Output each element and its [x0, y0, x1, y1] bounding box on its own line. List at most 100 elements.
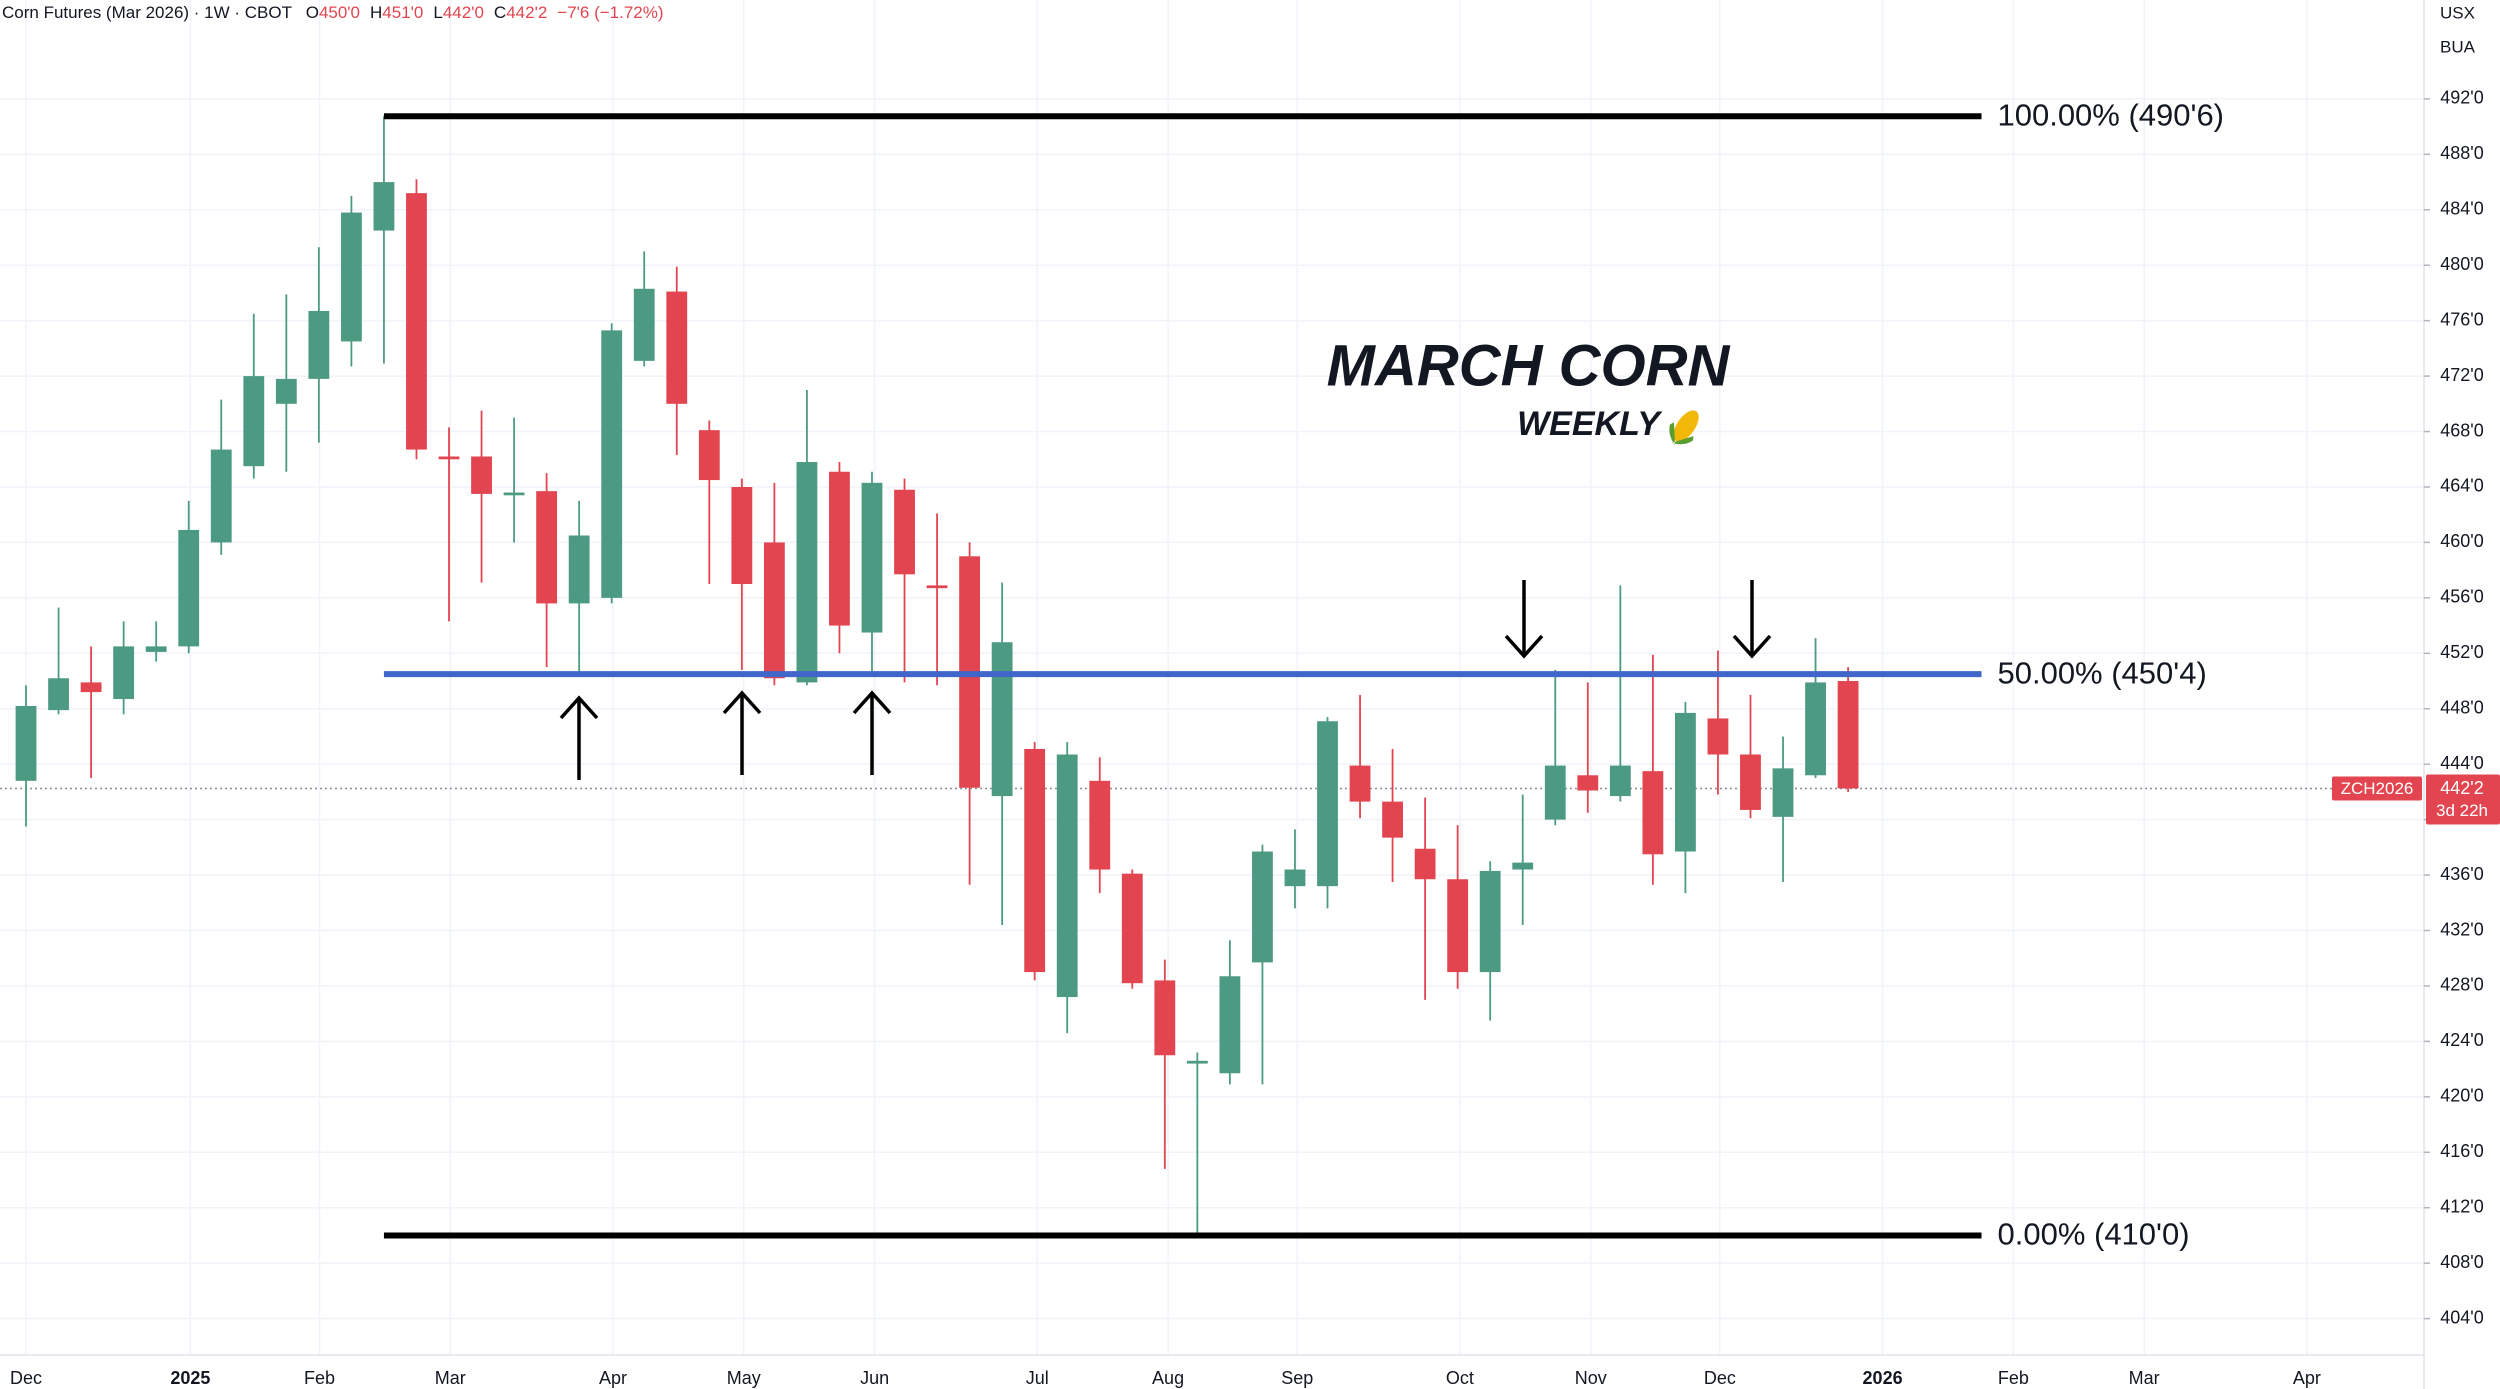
y-tick-label: 480'0: [2440, 254, 2483, 274]
candle-body: [698, 430, 720, 481]
symbol: Corn Futures (Mar 2026) · 1W · CBOT: [2, 3, 292, 22]
candle-body: [178, 529, 200, 647]
unit: BUA: [2440, 37, 2476, 56]
candle-body: [1349, 765, 1371, 802]
candle-body: [1382, 801, 1403, 838]
candle-body: [861, 482, 883, 633]
y-tick-label: 436'0: [2440, 864, 2483, 884]
candle-body: [48, 678, 69, 711]
candles: [15, 116, 1859, 1236]
candle-body: [438, 456, 460, 460]
y-tick-label: 404'0: [2440, 1307, 2483, 1327]
y-tick-label: 456'0: [2440, 587, 2483, 607]
candle-body: [1284, 869, 1306, 887]
x-tick-label: Apr: [599, 1368, 627, 1388]
y-tick-label: 468'0: [2440, 420, 2483, 440]
y-tick-label: 444'0: [2440, 753, 2483, 773]
candle-body: [1544, 765, 1566, 820]
candle-body: [1837, 681, 1859, 789]
candle-body: [1186, 1060, 1208, 1064]
candle-body: [1707, 718, 1729, 755]
candle-body: [210, 449, 232, 543]
y-tick-label: 464'0: [2440, 476, 2483, 496]
price-symbol: ZCH2026: [2341, 779, 2414, 798]
x-tick-label: Mar: [2129, 1368, 2160, 1388]
candle-body: [1479, 870, 1501, 973]
fib-label: 50.00% (450'4): [1997, 655, 2206, 690]
chart-title: MARCH CORN: [1327, 333, 1731, 398]
close: 442'2: [506, 3, 547, 22]
x-tick-label: Mar: [435, 1368, 466, 1388]
candle-body: [243, 376, 265, 467]
candle-body: [633, 288, 655, 361]
fib-label: 0.00% (410'0): [1997, 1217, 2189, 1252]
candle-body: [471, 456, 492, 494]
candle-body: [1609, 765, 1631, 797]
candle-body: [926, 585, 948, 589]
change: −7'6 (−1.72%): [557, 3, 663, 22]
open: 450'0: [319, 3, 360, 22]
chart-subtitle: WEEKLY: [1517, 405, 1663, 443]
y-tick-label: 408'0: [2440, 1252, 2483, 1272]
x-tick-label: Sep: [1281, 1368, 1313, 1388]
candle-body: [763, 542, 785, 679]
candle-body: [666, 291, 688, 404]
candle-body: [1772, 768, 1794, 817]
x-tick-label: Dec: [1704, 1368, 1736, 1388]
candle-body: [1642, 771, 1664, 855]
candle-body: [1154, 980, 1176, 1056]
y-tick-label: 472'0: [2440, 365, 2483, 385]
candle-body: [829, 471, 850, 626]
x-tick-label: Jun: [860, 1368, 889, 1388]
candle-body: [80, 682, 102, 693]
candle-body: [308, 310, 330, 379]
x-tick-label: 2025: [170, 1368, 210, 1388]
price-countdown: 3d 22h: [2436, 801, 2488, 820]
x-tick-label: Oct: [1446, 1368, 1474, 1388]
candle-body: [113, 646, 135, 700]
candle-body: [275, 378, 297, 404]
candle-body: [731, 486, 753, 585]
annotation-arrows: [559, 580, 1772, 780]
x-tick-label: May: [727, 1368, 761, 1388]
y-tick-label: 492'0: [2440, 88, 2483, 108]
y-tick-label: 484'0: [2440, 199, 2483, 219]
open-key: O: [306, 3, 319, 22]
candle-body: [503, 492, 525, 496]
y-tick-label: 488'0: [2440, 143, 2483, 163]
y-tick-label: 424'0: [2440, 1030, 2483, 1050]
x-tick-label: 2026: [1863, 1368, 1903, 1388]
candle-body: [1252, 851, 1273, 963]
x-tick-label: Apr: [2293, 1368, 2321, 1388]
candle-body: [1089, 780, 1111, 870]
x-tick-label: Feb: [304, 1368, 335, 1388]
candle-body: [1577, 775, 1599, 791]
candle-body: [406, 193, 427, 450]
legend: Corn Futures (Mar 2026) · 1W · CBOT O450'…: [2, 3, 664, 22]
x-tick-label: Dec: [10, 1368, 42, 1388]
candle-body: [145, 646, 167, 652]
x-tick-label: Aug: [1152, 1368, 1184, 1388]
high-key: H: [370, 3, 382, 22]
y-tick-label: 452'0: [2440, 642, 2483, 662]
x-tick-label: Jul: [1026, 1368, 1049, 1388]
x-tick-label: Feb: [1998, 1368, 2029, 1388]
y-tick-label: 412'0: [2440, 1196, 2483, 1216]
corn-icon: [1669, 410, 1699, 446]
price-box: [2426, 774, 2500, 825]
y-tick-label: 476'0: [2440, 309, 2483, 329]
y-tick-label: 416'0: [2440, 1141, 2483, 1161]
y-tick-label: 420'0: [2440, 1086, 2483, 1106]
candle-body: [1317, 721, 1338, 887]
candle-body: [536, 491, 558, 604]
low: 442'0: [443, 3, 484, 22]
y-tick-label: 428'0: [2440, 975, 2483, 995]
high: 451'0: [382, 3, 423, 22]
grid: [0, 0, 2424, 1355]
candle-body: [1805, 682, 1826, 776]
candle-body: [796, 462, 818, 683]
candle-body: [1675, 712, 1696, 852]
price-label: 442'2: [2440, 778, 2483, 798]
y-tick-label: 448'0: [2440, 698, 2483, 718]
candle-body: [1024, 748, 1046, 973]
